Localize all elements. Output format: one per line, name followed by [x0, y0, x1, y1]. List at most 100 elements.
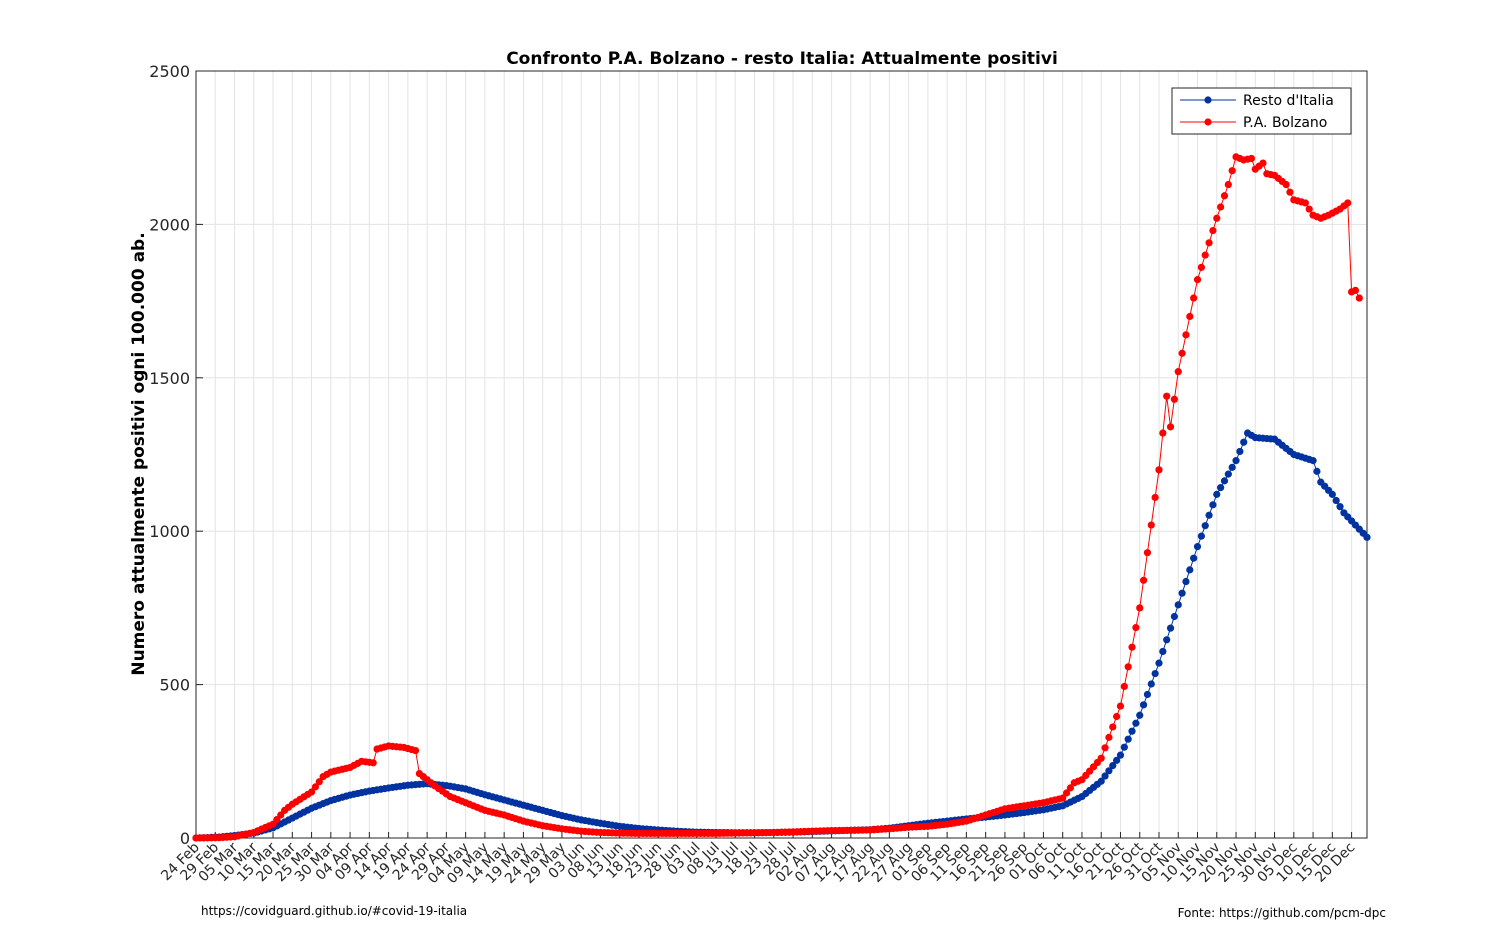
- data-point: [1209, 226, 1217, 235]
- data-point: [1139, 701, 1148, 709]
- data-point: [1097, 754, 1105, 762]
- data-point: [1197, 263, 1205, 271]
- data-point: [1178, 349, 1186, 357]
- data-point: [1220, 477, 1229, 485]
- legend: Resto d'Italia P.A. Bolzano: [1171, 87, 1352, 135]
- data-point: [1213, 214, 1221, 222]
- data-point: [1155, 659, 1163, 667]
- data-point: [1336, 503, 1344, 511]
- data-point: [411, 746, 420, 755]
- data-point: [1132, 623, 1140, 632]
- data-point: [1236, 447, 1244, 456]
- data-point: [1224, 470, 1232, 478]
- legend-label-bolzano: P.A. Bolzano: [1243, 115, 1327, 131]
- data-point: [307, 788, 316, 796]
- data-point: [1143, 549, 1152, 557]
- data-point: [1259, 159, 1267, 167]
- data-point: [1351, 286, 1360, 294]
- y-axis-ticks: 0 500 1000 1500 2000 2500: [149, 62, 203, 848]
- data-point: [1059, 794, 1067, 802]
- data-point: [1128, 643, 1136, 651]
- data-point: [1147, 521, 1155, 529]
- data-point: [1105, 733, 1113, 741]
- data-point: [1159, 647, 1167, 656]
- data-point: [1186, 566, 1194, 574]
- data-point: [1240, 438, 1248, 446]
- data-point: [1228, 463, 1236, 471]
- footer-source-left: https://covidguard.github.io/#covid-19-i…: [201, 904, 468, 918]
- data-point: [1139, 576, 1148, 584]
- data-point: [1328, 490, 1336, 498]
- data-point: [1151, 493, 1159, 502]
- data-point: [1116, 751, 1125, 759]
- data-point: [1182, 331, 1190, 339]
- series-layer: [192, 153, 1371, 842]
- data-point: [1282, 180, 1290, 189]
- data-point: [1247, 154, 1256, 163]
- legend-marker-bolzano: [1204, 118, 1212, 126]
- data-point: [1205, 239, 1213, 247]
- data-point: [1128, 727, 1136, 735]
- data-point: [1136, 711, 1144, 719]
- data-point: [1101, 744, 1109, 752]
- data-point: [1124, 663, 1132, 671]
- data-point: [1217, 484, 1225, 492]
- data-point: [1197, 532, 1205, 540]
- y-tick-label: 500: [159, 676, 190, 695]
- data-point: [1205, 511, 1213, 519]
- chart-title: Confronto P.A. Bolzano - resto Italia: A…: [506, 49, 1058, 69]
- data-point: [1105, 767, 1113, 775]
- data-point: [1228, 167, 1236, 175]
- data-point: [1147, 680, 1155, 688]
- y-axis-label: Numero attualmente positivi ogni 100.000…: [129, 232, 149, 675]
- data-point: [1116, 702, 1125, 710]
- data-point: [1151, 669, 1159, 678]
- data-point: [1166, 624, 1175, 632]
- data-point: [1159, 429, 1167, 437]
- y-tick-label: 2000: [149, 215, 190, 234]
- data-point: [1170, 395, 1178, 403]
- data-point: [1113, 712, 1121, 721]
- data-point: [1109, 723, 1117, 731]
- data-point: [1174, 601, 1182, 609]
- data-point: [1309, 457, 1317, 465]
- data-point: [1190, 294, 1198, 302]
- data-point: [1120, 743, 1128, 751]
- data-point: [1217, 203, 1225, 211]
- data-point: [1193, 542, 1202, 551]
- data-point: [1190, 554, 1198, 562]
- data-point: [369, 759, 377, 767]
- y-tick-label: 0: [180, 829, 190, 848]
- legend-marker-resto: [1204, 96, 1212, 104]
- data-point: [1209, 501, 1217, 509]
- data-point: [1355, 294, 1363, 302]
- data-point: [1136, 604, 1144, 612]
- data-point: [1213, 490, 1221, 498]
- data-point: [1286, 188, 1294, 196]
- data-point: [1113, 756, 1121, 764]
- data-point: [311, 783, 320, 791]
- data-point: [1332, 496, 1340, 505]
- data-point: [315, 778, 323, 786]
- data-point: [1163, 636, 1171, 644]
- data-point: [1062, 789, 1071, 797]
- y-tick-label: 1000: [149, 522, 190, 541]
- data-point: [1155, 466, 1163, 474]
- data-point: [1224, 180, 1232, 189]
- data-point: [1174, 368, 1182, 376]
- data-point: [1143, 690, 1152, 699]
- data-point: [1124, 735, 1132, 743]
- data-point: [1186, 312, 1194, 321]
- data-point: [1193, 276, 1202, 284]
- data-point: [1182, 577, 1190, 586]
- data-point: [1101, 772, 1109, 780]
- footer-source-right: Fonte: https://github.com/pcm-dpc: [1177, 906, 1386, 920]
- grid-lines: [195, 70, 1367, 839]
- data-point: [1066, 784, 1074, 792]
- legend-label-resto: Resto d'Italia: [1243, 93, 1334, 109]
- data-point: [1201, 251, 1209, 259]
- data-point: [1166, 423, 1175, 431]
- data-point: [1220, 192, 1229, 200]
- legend-box: [1171, 87, 1352, 135]
